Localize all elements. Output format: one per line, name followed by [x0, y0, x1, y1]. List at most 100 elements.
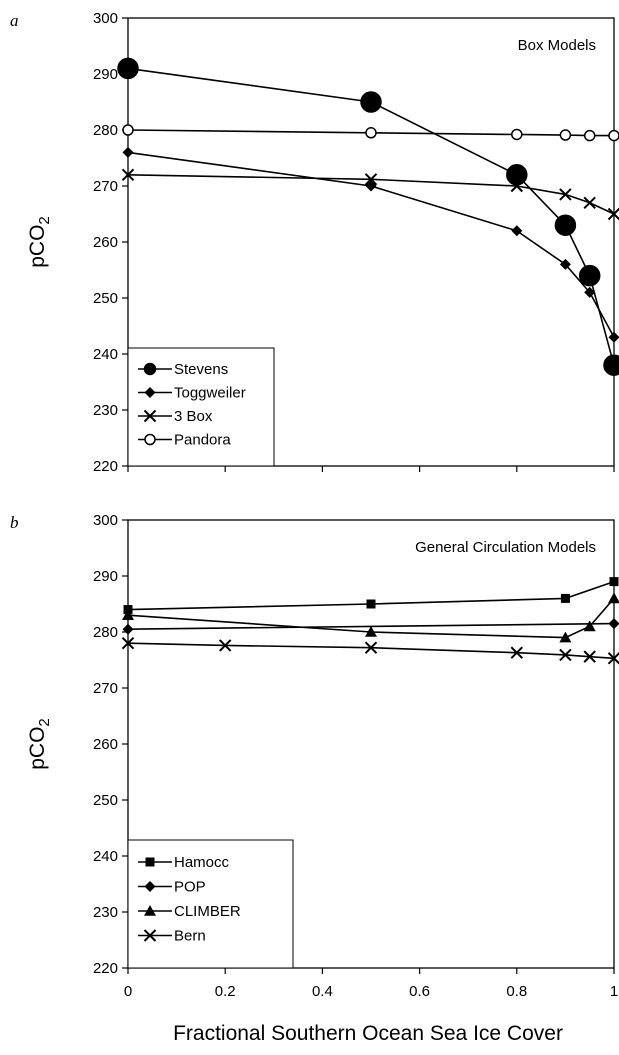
y-axis-label: pCO2 — [26, 216, 53, 268]
data-point — [554, 214, 577, 236]
data-point — [559, 631, 572, 643]
data-point — [607, 207, 619, 221]
data-point — [365, 626, 377, 637]
series-line — [127, 642, 615, 660]
data-point — [122, 124, 134, 136]
legend-label: Stevens — [174, 361, 228, 378]
y-tick-label: 250 — [93, 290, 118, 307]
y-tick-label: 220 — [93, 458, 118, 475]
x-tick-label: 0.4 — [312, 983, 333, 1000]
legend-label: Bern — [174, 928, 206, 945]
x-tick-label: 1 — [610, 983, 618, 1000]
series-line — [127, 151, 615, 338]
legend-label: CLIMBER — [174, 903, 241, 920]
series-bern — [121, 636, 619, 665]
y-axis-label: pCO2 — [26, 718, 53, 770]
data-point — [583, 196, 596, 210]
panel-label: b — [10, 513, 19, 532]
data-point — [511, 225, 523, 237]
x-tick-label: 0 — [124, 983, 132, 1000]
data-point — [607, 652, 619, 665]
series-pandora — [122, 124, 619, 142]
data-point — [608, 129, 619, 142]
data-point — [578, 264, 601, 287]
legend-marker — [144, 905, 156, 916]
data-point — [122, 146, 134, 158]
data-point — [559, 188, 572, 201]
data-point — [603, 354, 619, 376]
data-point — [608, 618, 619, 630]
data-point — [583, 650, 596, 663]
y-tick-label: 260 — [93, 736, 118, 753]
data-point — [559, 648, 572, 662]
data-point — [583, 620, 596, 632]
legend: Hamocc POP CLIMBER Bern — [127, 839, 294, 969]
series-line — [127, 174, 615, 215]
data-point — [511, 128, 523, 141]
legend: Stevens Toggweiler 3 Box Pandora — [127, 347, 275, 467]
y-tick-label: 260 — [93, 234, 118, 251]
legend-label: Toggweiler — [174, 385, 246, 402]
legend-marker — [144, 387, 156, 398]
y-tick-label: 280 — [93, 122, 118, 139]
legend-marker — [144, 433, 156, 446]
series-toggweiler — [122, 146, 619, 343]
legend-label: POP — [174, 879, 206, 896]
x-tick-label: 0.8 — [506, 983, 527, 1000]
y-tick-label: 230 — [93, 402, 118, 419]
series-3-box — [121, 168, 619, 221]
panel-title: General Circulation Models — [415, 539, 596, 556]
legend-marker — [144, 881, 156, 892]
y-tick-label: 270 — [93, 680, 118, 697]
data-point — [360, 91, 382, 113]
data-point — [609, 577, 619, 587]
y-tick-label: 290 — [93, 66, 118, 83]
y-tick-label: 240 — [93, 848, 118, 865]
y-tick-label: 250 — [93, 792, 118, 809]
data-point — [122, 623, 134, 635]
chart-panel-a: 220 230 240 250 260 270 280 290 300 pCO2 a Box Mode… — [10, 10, 619, 475]
legend-label: Hamocc — [174, 854, 230, 871]
panel-title: Box Models — [518, 37, 596, 54]
y-tick-label: 290 — [93, 568, 118, 585]
data-point — [365, 127, 377, 139]
y-tick-label: 240 — [93, 346, 118, 363]
series-line — [127, 580, 615, 611]
data-point — [506, 164, 528, 186]
legend-marker — [143, 362, 157, 376]
y-tick-label: 230 — [93, 904, 118, 921]
data-point — [510, 646, 524, 659]
data-point — [608, 592, 619, 604]
legend-label: 3 Box — [174, 408, 213, 425]
data-point — [608, 331, 619, 343]
data-point — [117, 57, 139, 80]
x-tick-label: 0.6 — [409, 983, 430, 1000]
series-climber — [122, 592, 619, 643]
panel-label: a — [10, 11, 19, 30]
data-point — [121, 168, 135, 182]
data-point — [510, 179, 524, 193]
data-point — [560, 593, 570, 603]
y-tick-label: 220 — [93, 960, 118, 977]
y-tick-label: 270 — [93, 178, 118, 195]
data-point — [121, 636, 135, 650]
data-point — [366, 599, 376, 609]
x-tick-label: 0.2 — [215, 983, 236, 1000]
legend-label: Pandora — [174, 432, 231, 449]
series-line — [127, 67, 615, 366]
data-point — [559, 129, 572, 141]
legend-marker — [145, 857, 155, 867]
data-point — [583, 129, 596, 142]
data-point — [218, 639, 232, 652]
chart-panel-b: 220 230 240 250 260 270 280 290 300 0 0.2 0.4 0.6 0.8… — [10, 512, 619, 1000]
x-axis-label: Fractional Southern Ocean Sea Ice Cover — [173, 1022, 563, 1045]
series-stevens — [117, 57, 619, 376]
legend-marker — [143, 929, 157, 942]
legend-marker — [143, 409, 157, 423]
data-point — [559, 258, 571, 270]
y-tick-label: 300 — [93, 512, 118, 529]
data-point — [122, 609, 134, 620]
y-tick-label: 300 — [93, 10, 118, 27]
y-tick-label: 280 — [93, 624, 118, 641]
